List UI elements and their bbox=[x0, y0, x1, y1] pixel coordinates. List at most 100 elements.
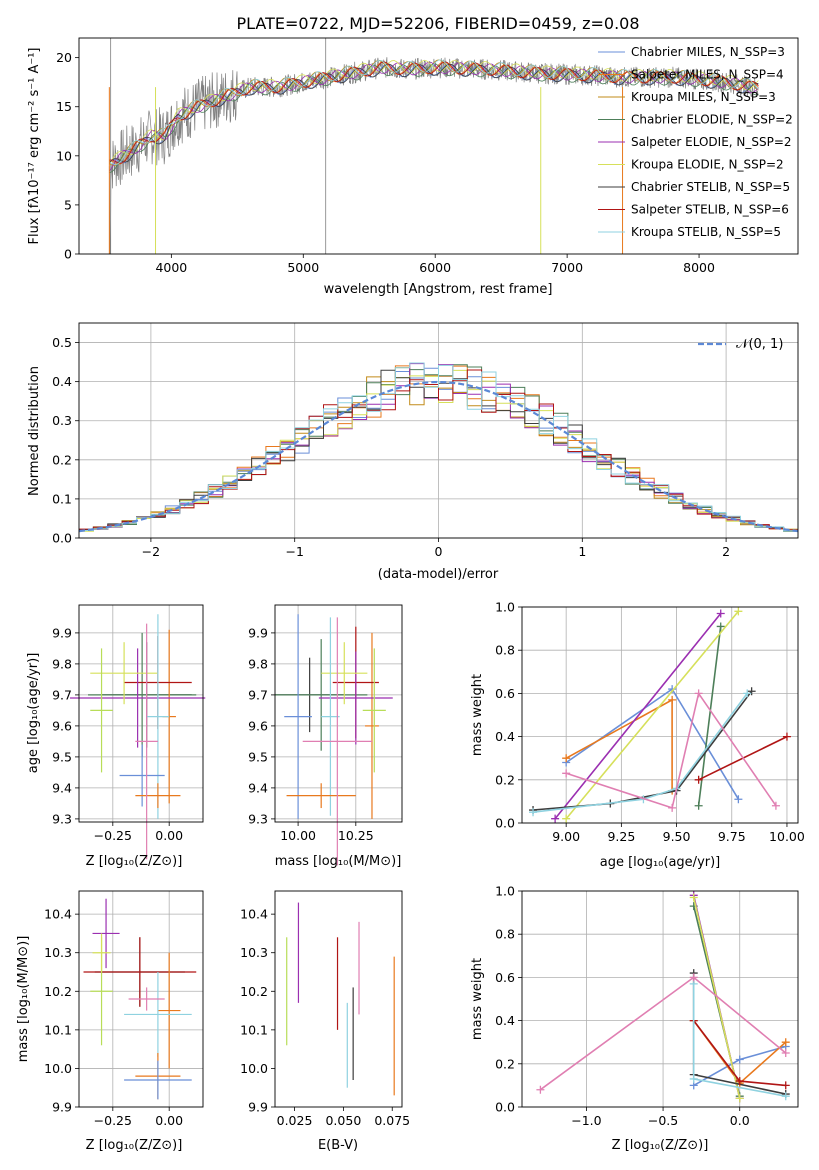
y-tick-label: 9.4 bbox=[248, 780, 268, 795]
weight-marker bbox=[562, 769, 571, 778]
mass-vs-metallicity-panel: −0.25 0.00 9.9 10.0 10.1 10.2 10.3 10.4 Z [log₁… bbox=[16, 890, 204, 1153]
y-tick-label: 9.8 bbox=[248, 656, 268, 671]
y-tick-label: 9.4 bbox=[52, 780, 72, 795]
x-tick-label: 9.75 bbox=[718, 829, 746, 844]
plot-frame bbox=[274, 890, 403, 1108]
age-mass-xlabel: mass [log₁₀(M/M⊙)] bbox=[275, 854, 402, 869]
weight-line bbox=[697, 626, 722, 806]
x-tick-label: 5000 bbox=[287, 260, 319, 275]
x-tick-label: 0 bbox=[435, 544, 443, 559]
y-tick-label: 10.4 bbox=[44, 907, 72, 922]
x-tick-label: 0.0 bbox=[730, 1113, 750, 1128]
weight-age-xlabel: age [log₁₀(age/yr)] bbox=[600, 855, 721, 870]
age-z-xlabel: Z [log₁₀(Z/Z⊙)] bbox=[86, 854, 183, 869]
weight-age-plot-area: 9.00 9.25 9.50 9.75 10.00 0.0 0.2 0.4 0.6 0.8 1.0 bbox=[495, 600, 805, 845]
model-spectrum-line bbox=[109, 59, 759, 165]
weight-marker bbox=[735, 1094, 744, 1103]
y-tick-label: 10.0 bbox=[240, 1061, 268, 1076]
y-tick-label: 1.0 bbox=[495, 600, 515, 615]
plot-frame bbox=[274, 604, 403, 823]
legend-label: Chabrier MILES, N_SSP=3 bbox=[631, 45, 785, 59]
weight-marker bbox=[668, 803, 677, 812]
y-tick-label: 15 bbox=[56, 99, 72, 114]
y-tick-label: 10.2 bbox=[44, 984, 72, 999]
weight-marker bbox=[781, 1038, 790, 1047]
plot-frame bbox=[78, 604, 204, 823]
weight-marker bbox=[716, 609, 725, 618]
y-tick-label: 9.9 bbox=[248, 625, 268, 640]
plot-frame bbox=[521, 606, 799, 824]
x-tick-label: −1 bbox=[285, 544, 303, 559]
age-z-plot-area: −0.25 0.00 9.3 9.4 9.5 9.6 9.7 9.8 9.9 bbox=[52, 604, 206, 860]
weight-marker bbox=[735, 1055, 744, 1064]
mass-ebv-xlabel: E(B-V) bbox=[318, 1138, 358, 1153]
x-tick-label: −0.25 bbox=[94, 828, 132, 843]
model-spectrum-line bbox=[109, 63, 759, 173]
model-spectrum-line bbox=[109, 61, 759, 164]
y-tick-label: 0.2 bbox=[495, 772, 515, 787]
weight-marker bbox=[668, 695, 677, 704]
weight-marker bbox=[781, 1049, 790, 1057]
x-tick-label: 0.00 bbox=[155, 828, 183, 843]
x-tick-label: 7000 bbox=[551, 260, 583, 275]
weight-marker bbox=[694, 801, 703, 810]
weight-line bbox=[565, 691, 777, 809]
weight-marker bbox=[771, 801, 780, 810]
x-tick-label: −2 bbox=[142, 544, 160, 559]
mass-weight-vs-age-panel: 9.00 9.25 9.50 9.75 10.000.00.20.40.60.81.0 … bbox=[470, 600, 805, 871]
spectrum-ylabel: Flux [fλ10⁻¹⁷ erg cm⁻² s⁻¹ A⁻¹] bbox=[27, 48, 42, 245]
x-tick-label: 0.050 bbox=[325, 1113, 361, 1128]
y-tick-label: 9.5 bbox=[248, 749, 268, 764]
histogram-step-line bbox=[79, 369, 798, 531]
weight-marker bbox=[536, 1085, 545, 1094]
age-mass-plot-area: 10.00 10.25 9.3 9.4 9.5 9.6 9.7 9.8 9.9 bbox=[248, 604, 403, 866]
weight-z-ylabel: mass weight bbox=[470, 958, 485, 1040]
weight-marker bbox=[781, 1081, 790, 1090]
weight-marker bbox=[735, 1077, 744, 1086]
plot-frame bbox=[78, 890, 204, 1108]
y-tick-label: 10.1 bbox=[240, 1022, 268, 1037]
x-tick-label: 10.25 bbox=[338, 828, 374, 843]
y-tick-label: 10.3 bbox=[44, 945, 72, 960]
mass-z-ylabel: mass [log₁₀(M/M⊙)] bbox=[16, 936, 31, 1063]
legend-label: Kroupa MILES, N_SSP=3 bbox=[631, 90, 776, 104]
weight-marker bbox=[529, 808, 538, 817]
weight-marker bbox=[689, 893, 698, 902]
x-tick-label: 0.025 bbox=[277, 1113, 313, 1128]
mass-z-plot-area: −0.25 0.00 9.9 10.0 10.1 10.2 10.3 10.4 bbox=[44, 890, 204, 1128]
y-tick-label: 10.1 bbox=[44, 1022, 72, 1037]
x-tick-label: 8000 bbox=[683, 260, 715, 275]
y-tick-label: 0.6 bbox=[495, 686, 515, 701]
spectrum-plot-area: 4000 5000 6000 7000 8000 0 5 10 15 20 bbox=[56, 37, 799, 275]
spectrum-xlabel: wavelength [Angstrom, rest frame] bbox=[324, 282, 553, 297]
mass-z-xlabel: Z [log₁₀(Z/Z⊙)] bbox=[86, 1138, 183, 1153]
histogram-xlabel: (data-model)/error bbox=[378, 567, 499, 582]
mass-vs-extinction-panel: 0.025 0.050 0.075 9.9 10.0 10.1 10.2 10.3 10.4 E… bbox=[240, 890, 410, 1153]
plot-frame bbox=[521, 890, 799, 1108]
x-tick-label: 9.00 bbox=[552, 829, 580, 844]
y-tick-label: 10.4 bbox=[240, 907, 268, 922]
residual-histogram-panel: −2 −1 0 1 2 0.0 0.1 0.2 0.3 0.4 0.5 (data-model)/e… bbox=[27, 322, 799, 582]
y-tick-label: 0.0 bbox=[495, 1100, 515, 1115]
age-vs-metallicity-panel: −0.25 0.00 9.3 9.4 9.5 9.6 9.7 9.8 9.9 Z [log₁₀(… bbox=[26, 604, 206, 869]
weight-marker bbox=[694, 689, 703, 698]
y-tick-label: 9.6 bbox=[52, 718, 72, 733]
x-tick-label: 1 bbox=[578, 544, 586, 559]
spectrum-legend: Chabrier MILES, N_SSP=3 Salpeter MILES, N… bbox=[598, 45, 793, 239]
y-tick-label: 0.6 bbox=[495, 970, 515, 985]
weight-marker bbox=[689, 973, 698, 982]
model-spectrum-line bbox=[108, 63, 759, 164]
y-tick-label: 0.5 bbox=[52, 335, 72, 350]
y-tick-label: 10.3 bbox=[240, 945, 268, 960]
x-tick-label: 9.50 bbox=[663, 829, 691, 844]
weight-marker bbox=[716, 622, 725, 631]
x-tick-label: 6000 bbox=[419, 260, 451, 275]
y-tick-label: 9.9 bbox=[52, 1100, 72, 1115]
weight-marker bbox=[562, 754, 571, 763]
y-tick-label: 9.9 bbox=[52, 625, 72, 640]
x-tick-label: −0.25 bbox=[94, 1113, 132, 1128]
y-tick-label: 0.8 bbox=[495, 643, 515, 658]
y-tick-label: 0.4 bbox=[495, 1013, 515, 1028]
x-tick-label: 10.00 bbox=[280, 828, 316, 843]
weight-marker bbox=[689, 1074, 698, 1083]
